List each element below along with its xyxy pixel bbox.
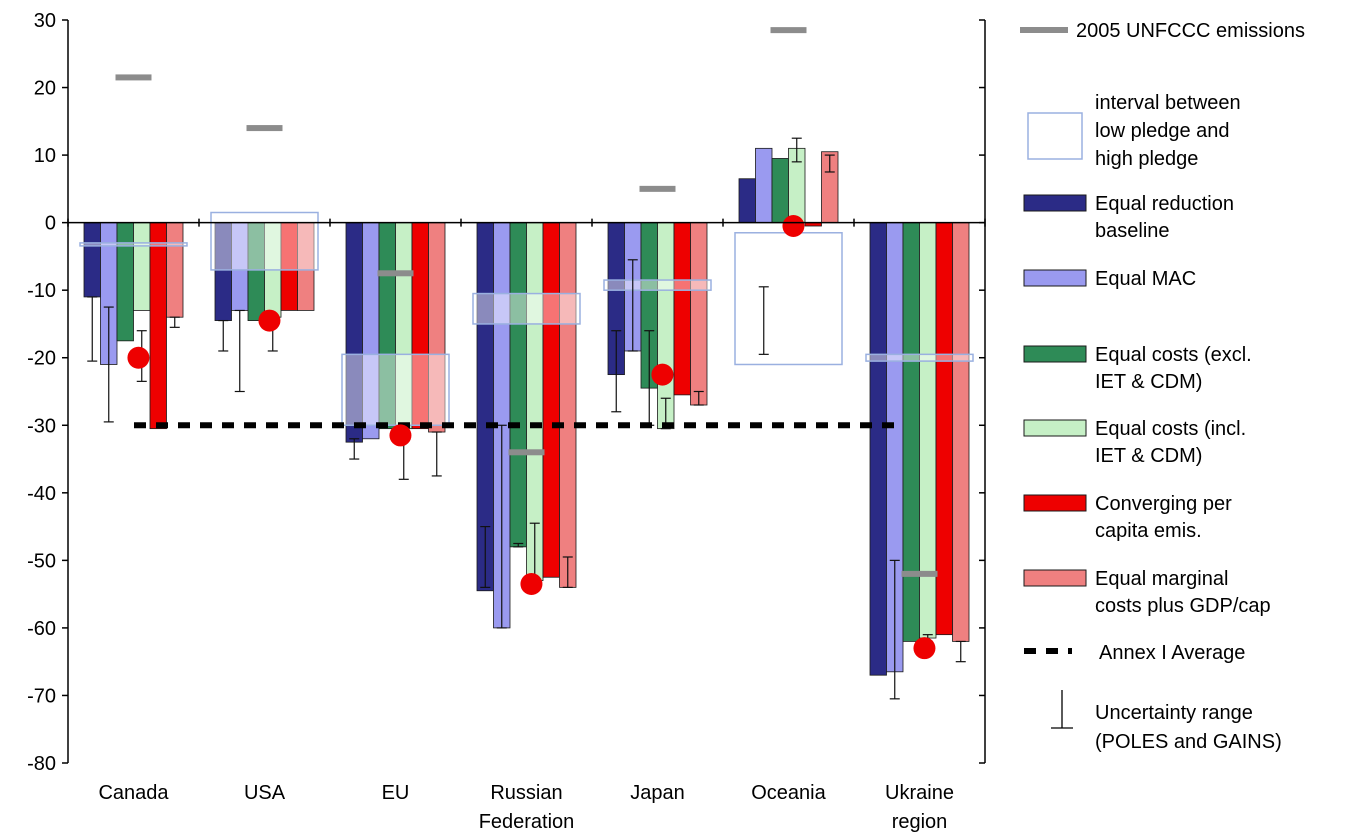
pledge-interval-box-2 <box>341 353 450 427</box>
legend: 2005 UNFCCC emissions interval between low… <box>1020 20 1305 753</box>
bar-equal_marginal_gdp-4 <box>690 222 708 406</box>
legend-unfccc-swatch <box>1020 27 1068 33</box>
pledge-interval-box-4 <box>603 279 712 291</box>
y-tick-label: -60 <box>27 618 56 640</box>
bar-equal_reduction_baseline-6 <box>869 222 887 676</box>
bar-equal_marginal_gdp-6 <box>952 222 970 642</box>
pledge-interval-box-3 <box>472 292 581 325</box>
legend-label-equal_marginal_gdp: Equal marginal <box>1095 568 1228 590</box>
y-tick-label: -80 <box>27 753 56 775</box>
legend-label-converging: Converging per <box>1095 493 1232 515</box>
pledge-marker-dot-0 <box>127 346 150 369</box>
legend-interval-label: high pledge <box>1095 148 1198 170</box>
legend-annex-label: Annex I Average <box>1099 642 1245 664</box>
legend-swatch-equal_marginal_gdp <box>1023 569 1087 587</box>
pledge-interval-box-0 <box>79 242 188 247</box>
category-label-0: Canada <box>98 782 169 804</box>
category-label-6: Ukraine <box>885 782 954 804</box>
unfccc-2005-marker-1 <box>246 125 283 132</box>
legend-swatch-equal_costs_incl <box>1023 419 1087 437</box>
bar-equal_costs_excl-5 <box>771 158 789 224</box>
y-tick-label: 10 <box>34 145 56 167</box>
legend-interval-label: low pledge and <box>1095 120 1230 142</box>
pledge-interval-box-5 <box>734 232 843 366</box>
legend-label-equal_costs_excl: IET & CDM) <box>1095 371 1202 393</box>
y-tick-label: -50 <box>27 550 56 572</box>
legend-swatch-equal_reduction_baseline <box>1023 194 1087 212</box>
bar-equal_marginal_gdp-0 <box>166 222 184 318</box>
bar-converging-0 <box>149 222 167 430</box>
bar-converging-6 <box>935 222 953 636</box>
y-tick-label: -70 <box>27 685 56 707</box>
legend-swatch-equal_mac <box>1023 269 1087 287</box>
category-label-3: Russian <box>490 782 562 804</box>
category-label-2: EU <box>382 782 410 804</box>
unfccc-2005-marker-2 <box>377 270 414 277</box>
unfccc-2005-marker-5 <box>770 27 807 34</box>
bar-equal_reduction_baseline-0 <box>83 222 101 298</box>
legend-interval-label: interval between <box>1095 92 1241 114</box>
category-label-5: Oceania <box>751 782 826 804</box>
bar-converging-3 <box>542 222 560 578</box>
bar-equal_costs_incl-0 <box>133 222 151 311</box>
legend-swatch-equal_costs_excl <box>1023 345 1087 363</box>
bar-equal_reduction_baseline-5 <box>738 178 756 224</box>
legend-label-converging: capita emis. <box>1095 520 1202 542</box>
category-label-3: Federation <box>479 811 575 833</box>
unfccc-2005-marker-4 <box>639 185 676 192</box>
y-tick-label: -20 <box>27 348 56 370</box>
y-tick-label: 30 <box>34 10 56 32</box>
legend-label-equal_costs_incl: Equal costs (incl. <box>1095 418 1246 440</box>
bar-equal_costs_excl-6 <box>902 222 920 642</box>
y-tick-label: -30 <box>27 415 56 437</box>
pledge-marker-dot-2 <box>389 424 412 447</box>
y-tick-label: -40 <box>27 483 56 505</box>
unfccc-2005-marker-3 <box>508 449 545 456</box>
pledge-marker-dot-4 <box>651 363 674 386</box>
bar-converging-4 <box>673 222 691 396</box>
legend-interval-swatch <box>1027 112 1083 160</box>
legend-label-equal_reduction_baseline: Equal reduction <box>1095 193 1234 215</box>
y-tick-label: 20 <box>34 78 56 100</box>
legend-label-equal_costs_excl: Equal costs (excl. <box>1095 344 1252 366</box>
y-tick-label: 0 <box>45 213 56 235</box>
unfccc-2005-marker-6 <box>901 570 938 577</box>
legend-label-equal_marginal_gdp: costs plus GDP/cap <box>1095 595 1271 617</box>
bar-equal_marginal_gdp-3 <box>559 222 577 588</box>
pledge-marker-dot-3 <box>520 573 543 596</box>
unfccc-2005-marker-0 <box>115 74 152 81</box>
y-tick-label: -10 <box>27 280 56 302</box>
bar-equal_mac-5 <box>755 147 773 224</box>
category-label-4: Japan <box>630 782 685 804</box>
pledge-interval-box-6 <box>865 353 974 362</box>
legend-swatch-converging <box>1023 494 1087 512</box>
pledge-marker-dot-5 <box>782 215 805 238</box>
pledge-interval-box-1 <box>210 211 319 271</box>
legend-uncertainty-label: Uncertainty range <box>1095 702 1253 724</box>
legend-label-equal_mac: Equal MAC <box>1095 268 1196 290</box>
legend-unfccc-label: 2005 UNFCCC emissions <box>1076 20 1305 42</box>
category-label-6: region <box>892 811 948 833</box>
legend-label-equal_reduction_baseline: baseline <box>1095 220 1170 242</box>
legend-label-equal_costs_incl: IET & CDM) <box>1095 445 1202 467</box>
legend-uncertainty-label: (POLES and GAINS) <box>1095 731 1282 753</box>
bar-equal_costs_excl-3 <box>509 222 527 548</box>
pledge-marker-dot-6 <box>913 637 936 660</box>
bar-equal_costs_excl-0 <box>116 222 134 342</box>
pledge-marker-dot-1 <box>258 309 281 332</box>
category-label-1: USA <box>244 782 286 804</box>
